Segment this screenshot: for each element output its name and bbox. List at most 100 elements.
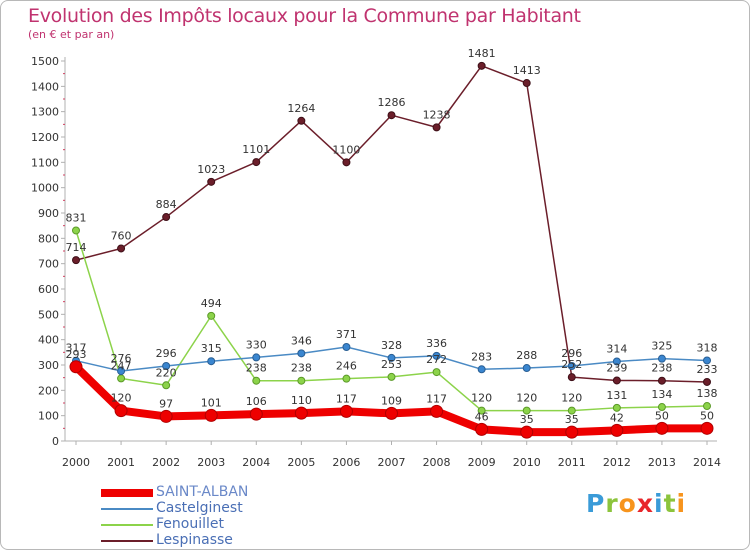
data-label-lespinasse: 1101: [242, 143, 270, 156]
data-label-saint-alban: 110: [291, 394, 312, 407]
data-label-castelginest: 330: [246, 338, 267, 351]
data-label-fenouillet: 253: [381, 358, 402, 371]
data-label-lespinasse: 714: [66, 241, 87, 254]
data-label-saint-alban: 293: [66, 348, 87, 361]
data-label-fenouillet: 220: [156, 366, 177, 379]
data-point-saint-alban: [520, 425, 534, 439]
y-tick-label: 400: [38, 334, 59, 347]
x-tick-label: 2003: [197, 456, 225, 469]
data-point-lespinasse: [252, 158, 261, 167]
data-point-lespinasse: [432, 123, 441, 132]
series-line-fenouillet: [75, 229, 708, 412]
data-point-saint-alban: [430, 404, 444, 418]
logo-letter: i: [654, 489, 664, 518]
data-point-fenouillet: [72, 226, 80, 235]
data-label-castelginest: 346: [291, 334, 312, 347]
data-label-lespinasse: 760: [111, 229, 132, 242]
data-point-saint-alban: [610, 423, 624, 437]
data-point-castelginest: [657, 354, 666, 363]
data-label-fenouillet: 247: [111, 359, 132, 372]
data-point-fenouillet: [432, 368, 441, 377]
data-label-fenouillet: 246: [336, 360, 357, 373]
data-label-lespinasse: 233: [697, 363, 718, 376]
data-point-saint-alban: [475, 422, 489, 436]
data-point-fenouillet: [252, 376, 261, 385]
y-tick-label: 1500: [31, 55, 59, 68]
x-tick-label: 2005: [287, 456, 315, 469]
data-label-castelginest: 325: [651, 340, 672, 353]
data-point-castelginest: [703, 356, 711, 365]
legend-swatch-fenouillet: [101, 524, 153, 526]
data-label-saint-alban: 35: [520, 413, 534, 426]
data-label-lespinasse: 1023: [197, 163, 225, 176]
data-label-fenouillet: 831: [66, 211, 87, 224]
y-tick-label: 600: [38, 283, 59, 296]
y-tick-label: 500: [38, 308, 59, 321]
data-point-fenouillet: [612, 403, 621, 412]
data-label-castelginest: 371: [336, 328, 357, 341]
data-point-saint-alban: [385, 406, 398, 420]
data-point-castelginest: [387, 353, 396, 362]
data-point-castelginest: [162, 362, 171, 371]
chart-subtitle: (en € et par an): [28, 28, 115, 41]
data-point-fenouillet: [342, 374, 351, 383]
legend-swatch-lespinasse: [101, 540, 153, 542]
data-point-castelginest: [207, 357, 216, 366]
data-point-fenouillet: [567, 406, 576, 415]
y-tick-label: 1200: [31, 131, 59, 144]
x-tick-label: 2009: [468, 456, 496, 469]
data-point-fenouillet: [207, 311, 216, 320]
x-tick-label: 2011: [558, 456, 586, 469]
data-label-lespinasse: 884: [156, 198, 177, 211]
data-label-lespinasse: 252: [561, 358, 582, 371]
x-tick-label: 2001: [107, 456, 135, 469]
data-label-saint-alban: 117: [336, 392, 357, 405]
data-label-saint-alban: 106: [246, 395, 267, 408]
data-point-lespinasse: [162, 213, 171, 222]
data-point-castelginest: [117, 367, 126, 376]
data-point-saint-alban: [159, 409, 173, 423]
logo-letter: P: [586, 489, 606, 518]
data-label-saint-alban: 50: [700, 409, 714, 422]
data-point-saint-alban: [339, 404, 353, 418]
data-label-castelginest: 288: [516, 349, 537, 362]
data-point-castelginest: [522, 364, 531, 373]
y-tick-label: 900: [38, 207, 59, 220]
data-label-castelginest: 318: [697, 341, 718, 354]
data-label-saint-alban: 46: [475, 410, 489, 423]
data-label-castelginest: 283: [471, 350, 492, 363]
data-label-saint-alban: 97: [159, 397, 173, 410]
data-label-fenouillet: 138: [697, 387, 718, 400]
data-label-saint-alban: 120: [111, 392, 132, 405]
data-label-lespinasse: 239: [606, 361, 627, 374]
data-point-saint-alban: [700, 421, 714, 435]
x-tick-label: 2010: [513, 456, 541, 469]
legend-swatch-saint-alban: [101, 489, 153, 497]
data-label-saint-alban: 35: [565, 413, 579, 426]
data-point-lespinasse: [522, 79, 531, 88]
logo-letter: i: [676, 489, 687, 518]
data-point-castelginest: [342, 343, 351, 352]
data-point-fenouillet: [522, 406, 531, 415]
data-label-castelginest: 317: [66, 342, 87, 355]
data-point-saint-alban: [69, 360, 83, 374]
data-labels: 293 120 97 101 106 110 117 109 117 46 35 35 42 50 50 31…: [66, 47, 718, 426]
data-point-fenouillet: [703, 402, 711, 411]
data-label-saint-alban: 101: [201, 396, 222, 409]
data-label-castelginest: 315: [201, 342, 222, 355]
data-point-lespinasse: [297, 116, 306, 125]
data-label-fenouillet: 120: [561, 392, 582, 405]
data-point-lespinasse: [387, 111, 396, 120]
data-point-saint-alban: [249, 407, 263, 421]
data-label-lespinasse: 1238: [423, 108, 451, 121]
legend-label-castelginest: Castelginest: [156, 500, 243, 516]
data-point-lespinasse: [612, 376, 621, 385]
data-point-fenouillet: [162, 381, 171, 390]
data-point-saint-alban: [114, 404, 128, 418]
data-point-lespinasse: [657, 376, 666, 385]
data-label-fenouillet: 131: [606, 389, 627, 402]
proxiti-logo: Proxiti: [586, 489, 686, 518]
data-label-lespinasse: 1413: [513, 64, 541, 77]
data-point-castelginest: [252, 353, 261, 362]
